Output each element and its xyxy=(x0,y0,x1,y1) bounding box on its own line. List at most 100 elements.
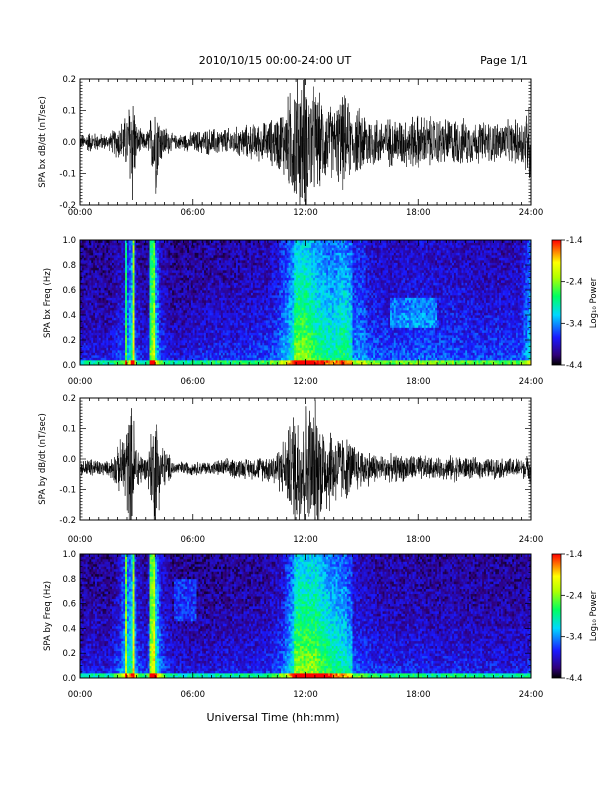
spectrogram-cell xyxy=(130,360,133,363)
spectrogram-cell xyxy=(117,272,120,276)
x-tick-label: 24:00 xyxy=(519,208,544,218)
spectrogram-cell xyxy=(117,360,120,363)
spectrogram-cell xyxy=(134,357,137,361)
spectrogram-cell xyxy=(134,327,137,331)
spectrogram-cell xyxy=(125,310,128,313)
spectrogram-cell xyxy=(85,280,88,283)
spectrogram-cell xyxy=(95,297,98,301)
spectrogram-cell xyxy=(136,310,139,313)
spectrogram-cell xyxy=(123,350,126,353)
spectrogram-cell xyxy=(130,255,133,258)
spectrogram-cell xyxy=(85,307,88,311)
spectrogram-cell xyxy=(102,270,105,273)
spectrogram-cell xyxy=(106,322,109,326)
spectrogram-cell xyxy=(111,307,115,311)
spectrogram-cell xyxy=(115,327,118,331)
spectrogram-cell xyxy=(115,277,118,281)
spectrogram-cell xyxy=(104,292,107,296)
spectrogram-cell xyxy=(81,280,85,283)
spectrogram-cell xyxy=(102,285,105,288)
spectrogram-cell xyxy=(128,250,132,253)
spectrogram-cell xyxy=(100,337,103,341)
spectrogram-cell xyxy=(100,295,103,298)
spectrogram-cell xyxy=(85,340,88,343)
spectrogram-cell xyxy=(115,355,118,358)
spectrogram-cell xyxy=(91,322,94,326)
spectrogram-cell xyxy=(85,260,88,263)
spectrogram-cell xyxy=(115,317,118,321)
spectrogram-cell xyxy=(126,297,130,301)
spectrogram-cell xyxy=(134,322,137,326)
spectrogram-cell xyxy=(91,287,94,291)
spectrogram-cell xyxy=(93,240,96,243)
spectrogram-cell xyxy=(96,307,100,311)
spectrogram-cell xyxy=(100,335,103,338)
bx-ylabel: SPA bx dB/dt (nT/sec) xyxy=(38,96,48,188)
spectrogram-cell xyxy=(102,240,105,243)
spectrogram-cell xyxy=(83,327,86,331)
spectrogram-cell xyxy=(89,350,92,353)
spectrogram-cell xyxy=(128,362,132,366)
spectrogram-cell xyxy=(96,262,100,266)
spectrogram-cell xyxy=(111,355,115,358)
spectrogram-cell xyxy=(128,320,132,323)
spectrogram-cell xyxy=(132,357,135,361)
spectrogram-cell xyxy=(128,360,132,363)
spectrogram-cell xyxy=(123,267,126,271)
spectrogram-cell xyxy=(123,287,126,291)
spectrogram-cell xyxy=(130,275,133,278)
spectrogram-cell xyxy=(123,257,126,261)
spectrogram-cell xyxy=(115,335,118,338)
spectrogram-cell xyxy=(123,320,126,323)
spectrogram-cell xyxy=(91,280,94,283)
spectrogram-cell xyxy=(121,287,124,291)
spectrogram-cell xyxy=(119,272,122,276)
spectrogram-cell xyxy=(81,310,85,313)
spectrogram-cell xyxy=(130,240,133,243)
y-tick-label: 0.2 xyxy=(62,75,76,85)
spectrogram-cell xyxy=(102,287,105,291)
spectrogram-cell xyxy=(100,332,103,336)
spectrogram-cell xyxy=(87,252,90,256)
spectrogram-cell xyxy=(128,300,132,303)
x-tick-label: 00:00 xyxy=(68,208,93,218)
spectrogram-cell xyxy=(108,270,111,273)
spectrogram-cell xyxy=(119,250,122,253)
spectrogram-cell xyxy=(119,342,122,346)
spectrogram-cell xyxy=(117,342,120,346)
spectrogram-cell xyxy=(93,287,96,291)
spectrogram-cell xyxy=(132,317,135,321)
spectrogram-cell xyxy=(85,342,88,346)
spectrogram-cell xyxy=(125,260,128,263)
spectrogram-cell xyxy=(126,287,130,291)
spectrogram-cell xyxy=(119,362,122,366)
spectrogram-cell xyxy=(111,252,115,256)
spectrogram-cell xyxy=(93,270,96,273)
spectrogram-cell xyxy=(119,305,122,308)
spectrogram-cell xyxy=(111,267,115,271)
spectrogram-cell xyxy=(80,285,83,288)
spectrogram-cell xyxy=(106,277,109,281)
spectrogram-cell xyxy=(121,307,124,311)
spectrogram-cell xyxy=(126,340,130,343)
spectrogram-cell xyxy=(119,320,122,323)
spectrogram-cell xyxy=(115,260,118,263)
spectrogram-cell xyxy=(102,265,105,268)
spectrogram-cell xyxy=(110,290,113,293)
spectrogram-cell xyxy=(83,310,86,313)
spectrogram-cell xyxy=(106,265,109,268)
spectrogram-cell xyxy=(138,322,141,326)
spectrogram-cell xyxy=(123,345,126,348)
spectrogram-cell xyxy=(81,342,85,346)
spectrogram-cell xyxy=(113,242,117,246)
spectrogram-cell xyxy=(136,315,139,318)
spectrogram-cell xyxy=(81,287,85,291)
spectrogram-cell xyxy=(85,270,88,273)
spectrogram-cell xyxy=(119,270,122,273)
spectrogram-cell xyxy=(126,280,130,283)
spectrogram-cell xyxy=(111,322,115,326)
spectrogram-cell xyxy=(121,317,124,321)
spectrogram-cell xyxy=(136,270,139,273)
spectrogram-cell xyxy=(95,335,98,338)
spectrogram-cell xyxy=(126,307,130,311)
